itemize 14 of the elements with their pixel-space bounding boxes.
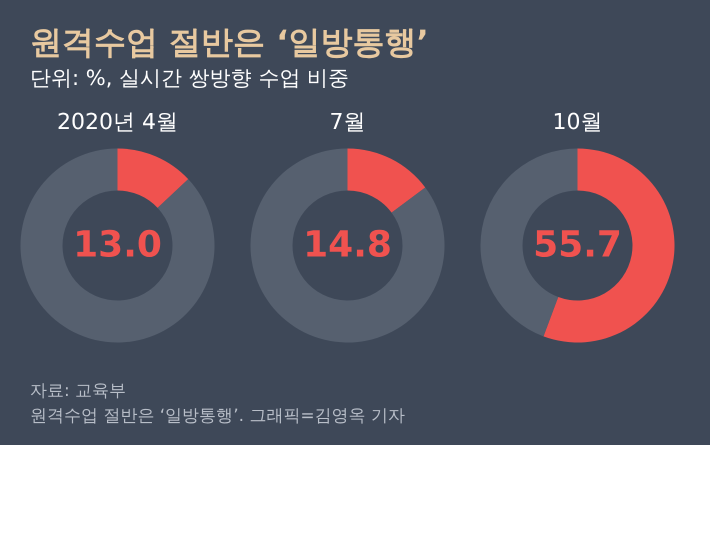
data-label: 14.8 [303,224,392,266]
text: 단위: %, 실시간 쌍방향 수업 비중 [30,66,350,90]
chart-title: 10월 [552,110,602,135]
donut-slice [118,148,188,208]
text: 자료: 교육부 [30,381,126,401]
data-label: 55.7 [533,224,622,266]
donut-slice [348,148,426,213]
text: 원격수업 절반은 ‘일방통행’ [30,23,429,61]
data-label: 13.0 [73,224,162,266]
donut-slice [250,148,444,342]
donut-slice [20,148,214,342]
chart-title: 2020년 4월 [57,110,178,135]
text: 원격수업 절반은 ‘일방통행’. 그래픽=김영옥 기자 [30,406,406,426]
chart-title: 7월 [330,110,366,135]
